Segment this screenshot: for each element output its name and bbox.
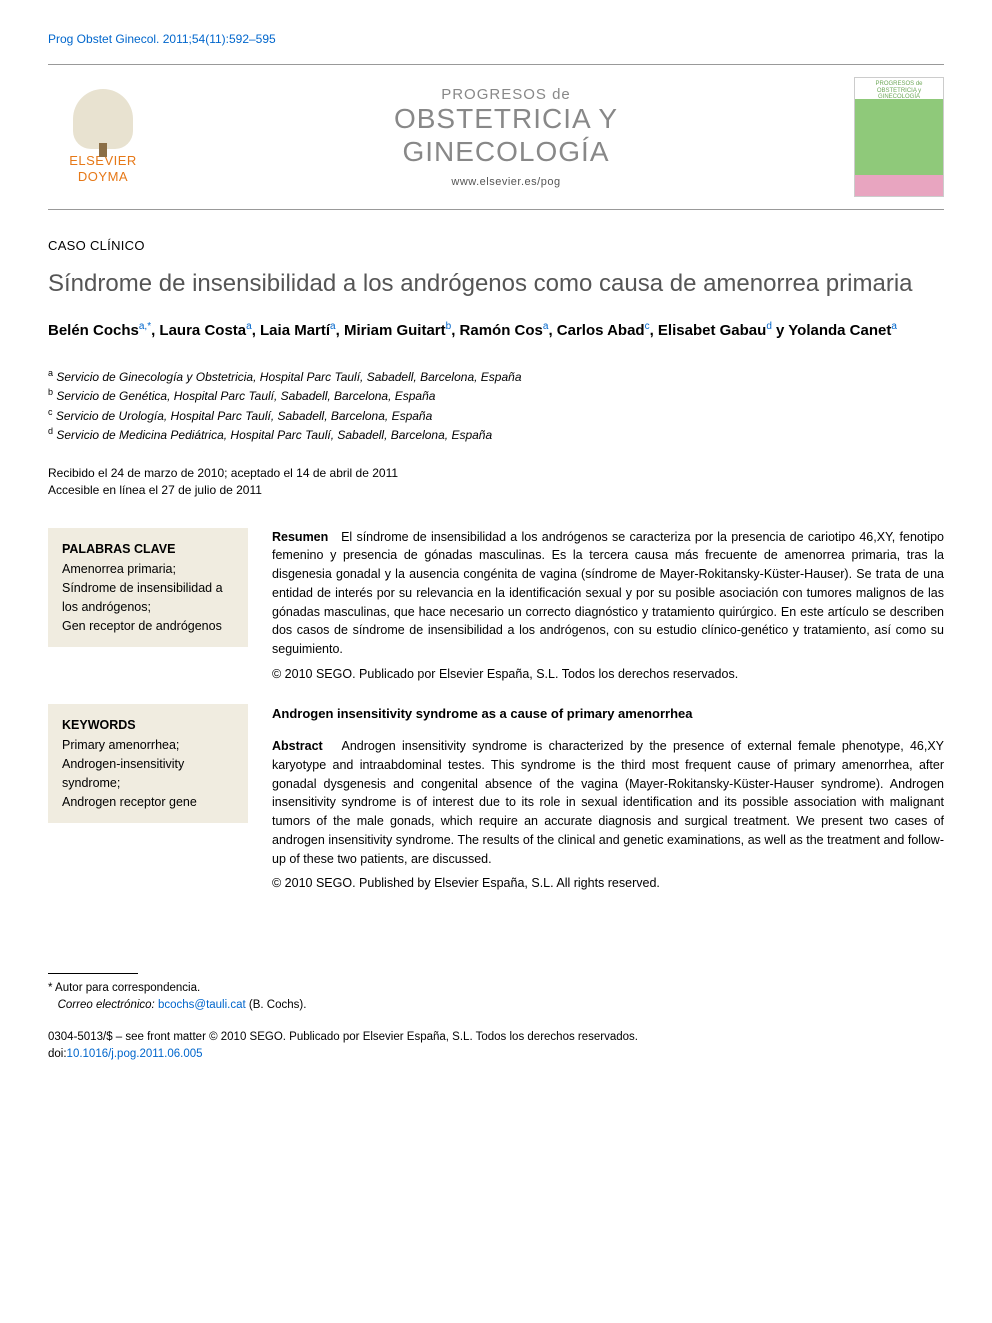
journal-pretitle: PROGRESOS de [158, 86, 854, 103]
journal-url: www.elsevier.es/pog [158, 176, 854, 188]
english-keywords-box: KEYWORDS Primary amenorrhea;Androgen-ins… [48, 704, 248, 824]
affiliation-line: b Servicio de Genética, Hospital Parc Ta… [48, 386, 944, 406]
spanish-abstract-row: PALABRAS CLAVE Amenorrea primaria;Síndro… [48, 528, 944, 684]
resumen-body: El síndrome de insensibilidad a los andr… [272, 530, 944, 657]
affiliation-line: c Servicio de Urología, Hospital Parc Ta… [48, 406, 944, 426]
palabras-clave-heading: PALABRAS CLAVE [62, 540, 234, 559]
online-date: Accesible en línea el 27 de julio de 201… [48, 482, 944, 499]
front-matter: 0304-5013/$ – see front matter © 2010 SE… [48, 1029, 944, 1064]
journal-cover-thumbnail: PROGRESOS de OBSTETRICIA y GINECOLOGÍA [854, 77, 944, 197]
publisher-name: ELSEVIER DOYMA [69, 153, 137, 184]
corr-mark: * [48, 982, 52, 994]
elsevier-tree-icon [73, 89, 133, 149]
corr-email[interactable]: bcochs@tauli.cat [158, 999, 246, 1011]
section-type: CASO CLÍNICO [48, 238, 944, 253]
author-list: Belén Cochsa,*, Laura Costaa, Laia Martí… [48, 319, 944, 343]
english-keywords: Primary amenorrhea;Androgen-insensitivit… [62, 736, 234, 811]
abstract-heading: Abstract [272, 739, 323, 753]
corr-label: Autor para correspondencia. [55, 982, 200, 994]
corr-person: (B. Cochs). [249, 999, 307, 1011]
abstract-body: Androgen insensitivity syndrome is chara… [272, 739, 944, 866]
doi-label: doi: [48, 1048, 67, 1060]
journal-header: ELSEVIER DOYMA PROGRESOS de OBSTETRICIA … [48, 64, 944, 210]
correspondence: * Autor para correspondencia. Correo ele… [48, 980, 944, 1015]
english-abstract: Androgen insensitivity syndrome as a cau… [272, 704, 944, 894]
english-abstract-row: KEYWORDS Primary amenorrhea;Androgen-ins… [48, 704, 944, 894]
footnote-separator [48, 973, 138, 974]
email-label: Correo electrónico: [58, 999, 155, 1011]
journal-title: OBSTETRICIA Y GINECOLOGÍA [158, 103, 854, 167]
citation-line: Prog Obstet Ginecol. 2011;54(11):592–595 [48, 32, 944, 46]
spanish-abstract: Resumen El síndrome de insensibilidad a … [272, 528, 944, 684]
journal-title-block: PROGRESOS de OBSTETRICIA Y GINECOLOGÍA w… [158, 86, 854, 187]
keywords-heading: KEYWORDS [62, 716, 234, 735]
article-dates: Recibido el 24 de marzo de 2010; aceptad… [48, 465, 944, 500]
affiliation-line: d Servicio de Medicina Pediátrica, Hospi… [48, 425, 944, 445]
received-accepted-date: Recibido el 24 de marzo de 2010; aceptad… [48, 465, 944, 482]
publisher-logo: ELSEVIER DOYMA [48, 85, 158, 190]
spanish-keywords-box: PALABRAS CLAVE Amenorrea primaria;Síndro… [48, 528, 248, 648]
resumen-heading: Resumen [272, 530, 328, 544]
english-copyright: © 2010 SEGO. Published by Elsevier Españ… [272, 874, 944, 893]
affiliation-line: a Servicio de Ginecología y Obstetricia,… [48, 367, 944, 387]
doi-link[interactable]: 10.1016/j.pog.2011.06.005 [67, 1048, 203, 1060]
front-matter-line: 0304-5013/$ – see front matter © 2010 SE… [48, 1029, 944, 1046]
english-article-title: Androgen insensitivity syndrome as a cau… [272, 704, 944, 724]
cover-thumb-label: PROGRESOS de OBSTETRICIA y GINECOLOGÍA [859, 81, 939, 101]
spanish-keywords: Amenorrea primaria;Síndrome de insensibi… [62, 560, 234, 635]
article-title: Síndrome de insensibilidad a los andróge… [48, 269, 944, 299]
affiliations: a Servicio de Ginecología y Obstetricia,… [48, 367, 944, 445]
spanish-copyright: © 2010 SEGO. Publicado por Elsevier Espa… [272, 665, 944, 684]
